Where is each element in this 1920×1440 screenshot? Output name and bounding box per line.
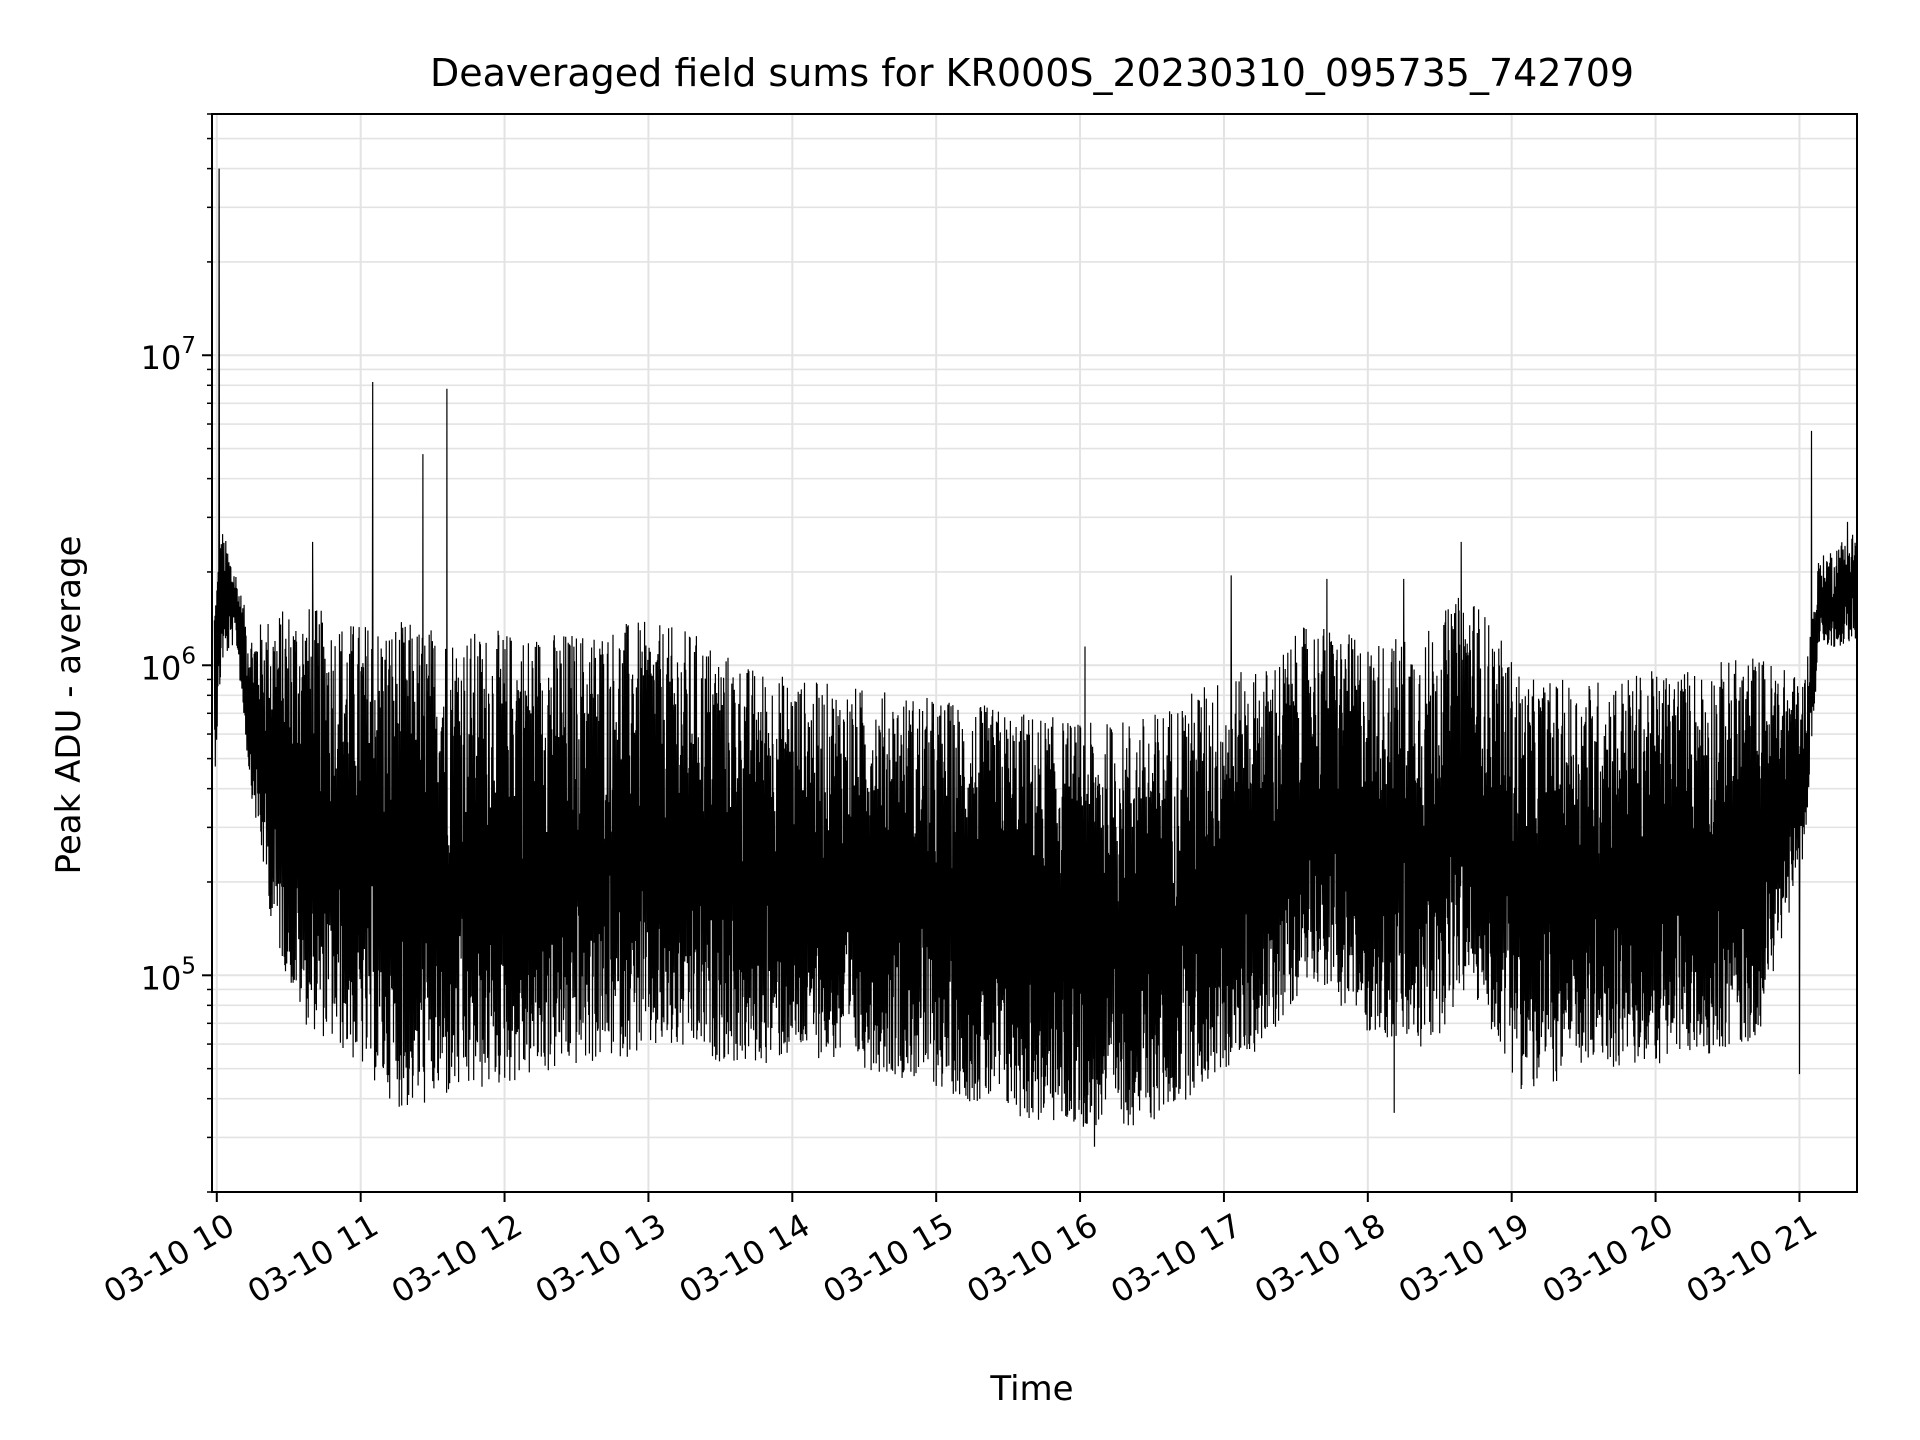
series-path [213, 168, 1858, 1147]
plot-frame [211, 113, 1858, 1193]
y-tick-label: 107 [141, 333, 196, 377]
x-tick-label: 03-10 16 [960, 1206, 1104, 1311]
x-tick-label: 03-10 21 [1680, 1206, 1824, 1311]
x-tick-label: 03-10 19 [1392, 1206, 1536, 1311]
x-tick-label: 03-10 17 [1104, 1206, 1248, 1311]
y-tick-label: 106 [141, 643, 196, 687]
chart-title: Deaveraged field sums for KR000S_2023031… [430, 51, 1634, 95]
y-tick-label: 105 [141, 953, 196, 997]
x-tick-label: 03-10 12 [385, 1206, 529, 1311]
x-axis: 03-10 10 03-10 11 03-10 12 03-10 13 03-10 14… [97, 1192, 1823, 1311]
series-line [213, 168, 1858, 1147]
x-tick-label: 03-10 11 [241, 1206, 385, 1311]
y-axis: 105 106 107 [141, 113, 212, 1193]
x-tick-label: 03-10 18 [1248, 1206, 1392, 1311]
x-tick-label: 03-10 14 [673, 1206, 817, 1311]
y-axis-label: Peak ADU - average [49, 536, 89, 875]
x-tick-label: 03-10 15 [817, 1206, 961, 1311]
x-tick-label: 03-10 10 [97, 1206, 241, 1311]
x-tick-label: 03-10 20 [1536, 1206, 1680, 1311]
x-axis-label: Time [989, 1369, 1073, 1409]
x-tick-label: 03-10 13 [529, 1206, 673, 1311]
